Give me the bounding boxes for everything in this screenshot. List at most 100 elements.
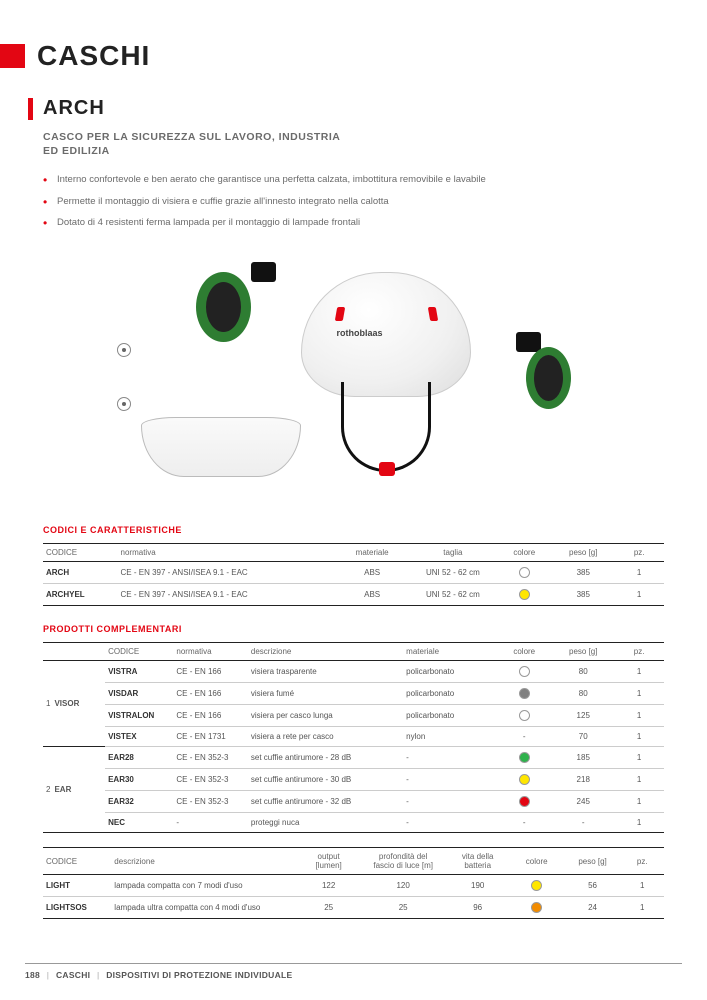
lights-table: CODICE descrizione output [lumen] profon… xyxy=(43,847,664,919)
cell-codice: EAR32 xyxy=(105,791,173,813)
cell-pz: 1 xyxy=(614,791,664,813)
color-swatch xyxy=(531,880,542,891)
cell-pz: 1 xyxy=(614,727,664,747)
cell-colore xyxy=(509,875,565,897)
th-peso: peso [g] xyxy=(552,544,614,562)
th-codice: CODICE xyxy=(105,643,173,661)
cell-colore xyxy=(496,584,552,606)
cell-descrizione: visiera fumé xyxy=(248,683,403,705)
cell-peso: 80 xyxy=(552,683,614,705)
table-row: 1VISORVISTRACE - EN 166visiera trasparen… xyxy=(43,661,664,683)
cell-materiale: nylon xyxy=(403,727,496,747)
callout-dot xyxy=(117,343,131,357)
cell-descrizione: set cuffie antirumore - 28 dB xyxy=(248,747,403,769)
cell-descrizione: lampada compatta con 7 modi d'uso xyxy=(111,875,297,897)
th-group xyxy=(43,643,105,661)
cell-codice: EAR28 xyxy=(105,747,173,769)
cell-peso: 70 xyxy=(552,727,614,747)
color-swatch xyxy=(519,666,530,677)
color-swatch xyxy=(519,796,530,807)
table-row: LIGHTSOSlampada ultra compatta con 4 mod… xyxy=(43,897,664,919)
cell-pz: 1 xyxy=(614,683,664,705)
cell-peso: 80 xyxy=(552,661,614,683)
cell-normativa: CE - EN 397 - ANSI/ISEA 9.1 - EAC xyxy=(118,562,335,584)
product-name: ARCH xyxy=(43,97,105,120)
table-heading: PRODOTTI COMPLEMENTARI xyxy=(43,624,664,634)
th-normativa: normativa xyxy=(118,544,335,562)
th-batteria: vita della batteria xyxy=(447,848,509,875)
subtitle-line: ED EDILIZIA xyxy=(43,144,707,158)
cell-descrizione: set cuffie antirumore - 32 dB xyxy=(248,791,403,813)
th-codice: CODICE xyxy=(43,848,111,875)
cell-colore: - xyxy=(496,813,552,833)
table-row: VISTEXCE - EN 1731visiera a rete per cas… xyxy=(43,727,664,747)
table-row: VISTRALONCE - EN 166visiera per casco lu… xyxy=(43,705,664,727)
cell-pz: 1 xyxy=(614,813,664,833)
cell-pz: 1 xyxy=(614,705,664,727)
feature-item: Interno confortevole e ben aerato che ga… xyxy=(43,173,707,186)
separator: | xyxy=(47,970,50,980)
cell-materiale: - xyxy=(403,769,496,791)
accent-bar xyxy=(28,98,33,120)
table-row: VISDARCE - EN 166visiera fumépolicarbona… xyxy=(43,683,664,705)
complementary-table: CODICE normativa descrizione materiale c… xyxy=(43,642,664,833)
cell-normativa: - xyxy=(173,813,248,833)
cell-normativa: CE - EN 1731 xyxy=(173,727,248,747)
th-taglia: taglia xyxy=(409,544,496,562)
cell-peso: 185 xyxy=(552,747,614,769)
table-row: 2EAREAR28CE - EN 352-3set cuffie antirum… xyxy=(43,747,664,769)
feature-item: Permette il montaggio di visiera e cuffi… xyxy=(43,195,707,208)
cell-descrizione: set cuffie antirumore - 30 dB xyxy=(248,769,403,791)
cell-peso: 218 xyxy=(552,769,614,791)
table-row: ARCHYELCE - EN 397 - ANSI/ISEA 9.1 - EAC… xyxy=(43,584,664,606)
cell-codice: VISTEX xyxy=(105,727,173,747)
cell-normativa: CE - EN 166 xyxy=(173,661,248,683)
cell-colore: - xyxy=(496,727,552,747)
cell-codice: VISTRALON xyxy=(105,705,173,727)
th-colore: colore xyxy=(496,643,552,661)
cell-pz: 1 xyxy=(620,875,664,897)
separator: | xyxy=(97,970,100,980)
product-image-area xyxy=(0,237,707,507)
feature-list: Interno confortevole e ben aerato che ga… xyxy=(0,158,707,229)
color-swatch xyxy=(519,774,530,785)
color-swatch xyxy=(519,567,530,578)
table-heading: CODICI E CARATTERISTICHE xyxy=(43,525,664,535)
cell-codice: VISDAR xyxy=(105,683,173,705)
cell-colore xyxy=(496,791,552,813)
cell-colore xyxy=(509,897,565,919)
cell-peso: 245 xyxy=(552,791,614,813)
cell-colore xyxy=(496,769,552,791)
cell-normativa: CE - EN 166 xyxy=(173,683,248,705)
th-line: [lumen] xyxy=(301,861,357,870)
cell-codice: LIGHT xyxy=(43,875,111,897)
th-pz: pz. xyxy=(614,643,664,661)
cell-descrizione: visiera trasparente xyxy=(248,661,403,683)
cell-pz: 1 xyxy=(614,661,664,683)
cell-materiale: policarbonato xyxy=(403,661,496,683)
cell-pz: 1 xyxy=(620,897,664,919)
cell-materiale: policarbonato xyxy=(403,705,496,727)
lights-table-section: CODICE descrizione output [lumen] profon… xyxy=(0,833,707,919)
section-title: CASCHI xyxy=(37,40,150,72)
cell-colore xyxy=(496,562,552,584)
color-swatch xyxy=(519,710,530,721)
product-illustration xyxy=(161,262,591,492)
cell-output: 122 xyxy=(298,875,360,897)
cell-materiale: - xyxy=(403,813,496,833)
table-row: ARCHCE - EN 397 - ANSI/ISEA 9.1 - EACABS… xyxy=(43,562,664,584)
cell-peso: 385 xyxy=(552,562,614,584)
clip-illustration xyxy=(379,462,395,476)
table-row: LIGHTlampada compatta con 7 modi d'uso12… xyxy=(43,875,664,897)
cell-materiale: - xyxy=(403,791,496,813)
callout-dot xyxy=(117,397,131,411)
earmuff-illustration xyxy=(516,332,591,427)
cell-pz: 1 xyxy=(614,584,664,606)
table-row: NEC-proteggi nuca---1 xyxy=(43,813,664,833)
th-line: profondità del xyxy=(363,852,444,861)
th-peso: peso [g] xyxy=(552,643,614,661)
codes-table: CODICE normativa materiale taglia colore… xyxy=(43,543,664,606)
cell-descrizione: proteggi nuca xyxy=(248,813,403,833)
cell-pz: 1 xyxy=(614,769,664,791)
group-cell: 2EAR xyxy=(43,747,105,833)
